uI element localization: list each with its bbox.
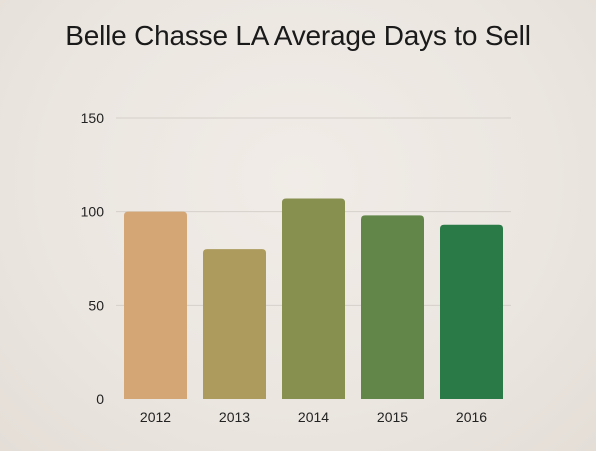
y-axis-ticks: 0 50 100 150 [81, 110, 105, 407]
x-axis-ticks: 2012 2013 2014 2015 2016 [140, 409, 487, 425]
bar-2016 [440, 224, 503, 399]
x-tick-label: 2012 [140, 409, 171, 425]
bar-2014 [282, 198, 345, 399]
y-tick-label: 150 [81, 110, 105, 126]
bars [124, 198, 503, 399]
x-tick-label: 2016 [456, 409, 487, 425]
bar-2013 [203, 249, 266, 399]
x-tick-label: 2015 [377, 409, 408, 425]
bar-2015 [361, 215, 424, 399]
y-tick-label: 0 [96, 391, 104, 407]
y-tick-label: 50 [88, 297, 104, 313]
bar-2012 [124, 211, 187, 399]
chart-title: Belle Chasse LA Average Days to Sell [65, 20, 531, 51]
y-tick-label: 100 [81, 204, 105, 220]
x-tick-label: 2014 [298, 409, 329, 425]
x-tick-label: 2013 [219, 409, 250, 425]
